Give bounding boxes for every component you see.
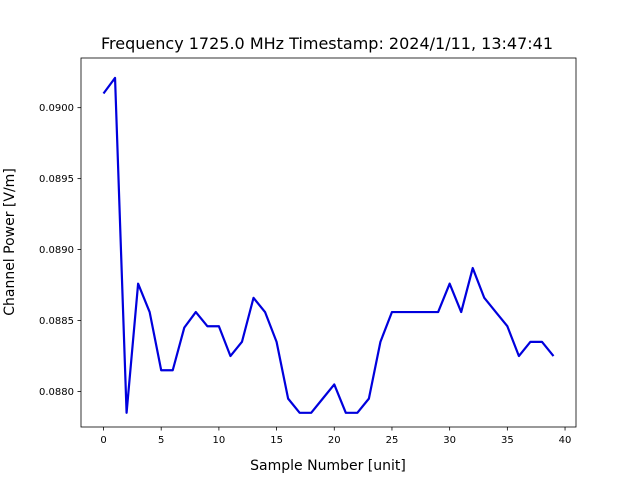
y-axis: 0.0880 0.0885 0.0890 0.0895 0.0900: [39, 103, 81, 398]
x-tick-label: 30: [443, 435, 456, 446]
y-tick-label: 0.0895: [39, 174, 74, 185]
plot-frame: [80, 57, 577, 428]
x-axis-label: Sample Number [unit]: [250, 458, 406, 474]
x-tick-label: 10: [213, 435, 226, 446]
x-tick-label: 20: [328, 435, 341, 446]
y-axis-label: Channel Power [V/m]: [2, 168, 18, 316]
chart-title: Frequency 1725.0 MHz Timestamp: 2024/1/1…: [101, 34, 553, 53]
x-axis: 0 5 10 15 20 25 30 35 40: [100, 427, 571, 446]
x-tick-label: 5: [158, 435, 164, 446]
x-tick-label: 0: [100, 435, 106, 446]
y-tick-label: 0.0880: [39, 387, 74, 398]
y-tick-label: 0.0885: [39, 316, 74, 327]
x-tick-label: 35: [501, 435, 514, 446]
x-tick-label: 40: [559, 435, 572, 446]
plot-area: [80, 57, 577, 428]
y-tick-label: 0.0900: [39, 103, 74, 114]
y-tick-label: 0.0890: [39, 245, 74, 256]
x-tick-label: 15: [270, 435, 283, 446]
x-tick-label: 25: [386, 435, 399, 446]
series-line-0: [102, 76, 555, 414]
